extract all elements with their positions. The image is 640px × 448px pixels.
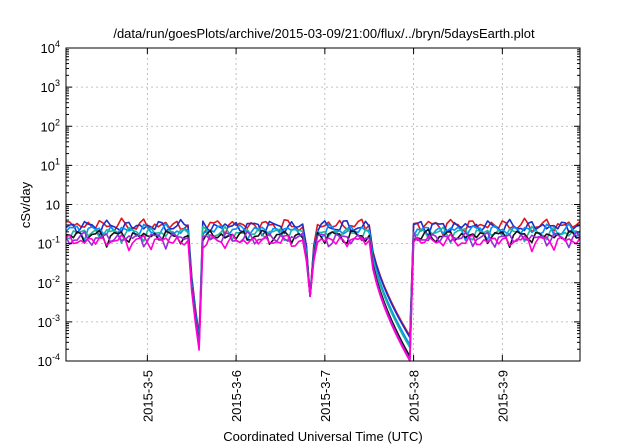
series-line <box>65 230 581 361</box>
series-line <box>65 228 581 358</box>
series-layer <box>65 217 581 362</box>
y-tick-label: 101 <box>41 156 60 173</box>
y-tick-base: 10 <box>46 198 60 213</box>
y-tick-exponent: 4 <box>55 39 60 49</box>
x-axis-ticks: 2015-3-5 2015-3-6 2015-3-7 2015-3-8 2015-3-9 <box>140 48 510 422</box>
y-tick-exponent: 2 <box>55 117 60 127</box>
x-tick-label: 2015-3-5 <box>140 370 155 422</box>
grid-layer <box>66 48 580 361</box>
y-tick-base: 10 <box>38 237 52 252</box>
y-axis-label: cSv/day <box>18 181 33 228</box>
y-tick-exponent: -1 <box>52 235 60 245</box>
y-tick-exponent: -3 <box>52 313 60 323</box>
chart-title: /data/run/goesPlots/archive/2015-03-09/2… <box>113 26 535 41</box>
y-tick-base: 10 <box>41 158 55 173</box>
y-tick-label: 103 <box>41 78 60 95</box>
y-tick-base: 10 <box>38 315 52 330</box>
x-tick-label: 2015-3-7 <box>318 370 333 422</box>
y-tick-label: 104 <box>41 39 60 56</box>
series-line <box>65 233 581 362</box>
y-tick-exponent: 3 <box>55 78 60 88</box>
x-tick-label: 2015-3-9 <box>495 370 510 422</box>
x-tick-label: 2015-3-8 <box>407 370 422 422</box>
y-tick-label: 10 <box>46 198 60 213</box>
y-tick-label: 10-2 <box>38 274 60 291</box>
y-tick-exponent: -2 <box>52 274 60 284</box>
y-tick-base: 10 <box>38 276 52 291</box>
y-tick-label: 10-1 <box>38 235 60 252</box>
y-tick-base: 10 <box>41 119 55 134</box>
y-tick-base: 10 <box>38 354 52 369</box>
series-line <box>65 222 581 346</box>
y-tick-base: 10 <box>41 80 55 95</box>
y-tick-exponent: -4 <box>52 352 60 362</box>
y-tick-label: 10-4 <box>38 352 60 369</box>
x-axis-label: Coordinated Universal Time (UTC) <box>223 429 422 444</box>
series-line <box>65 218 581 339</box>
y-tick-exponent: 1 <box>55 156 60 166</box>
y-tick-base: 10 <box>41 41 55 56</box>
x-tick-label: 2015-3-6 <box>229 370 244 422</box>
y-tick-label: 102 <box>41 117 60 134</box>
y-tick-label: 10-3 <box>38 313 60 330</box>
